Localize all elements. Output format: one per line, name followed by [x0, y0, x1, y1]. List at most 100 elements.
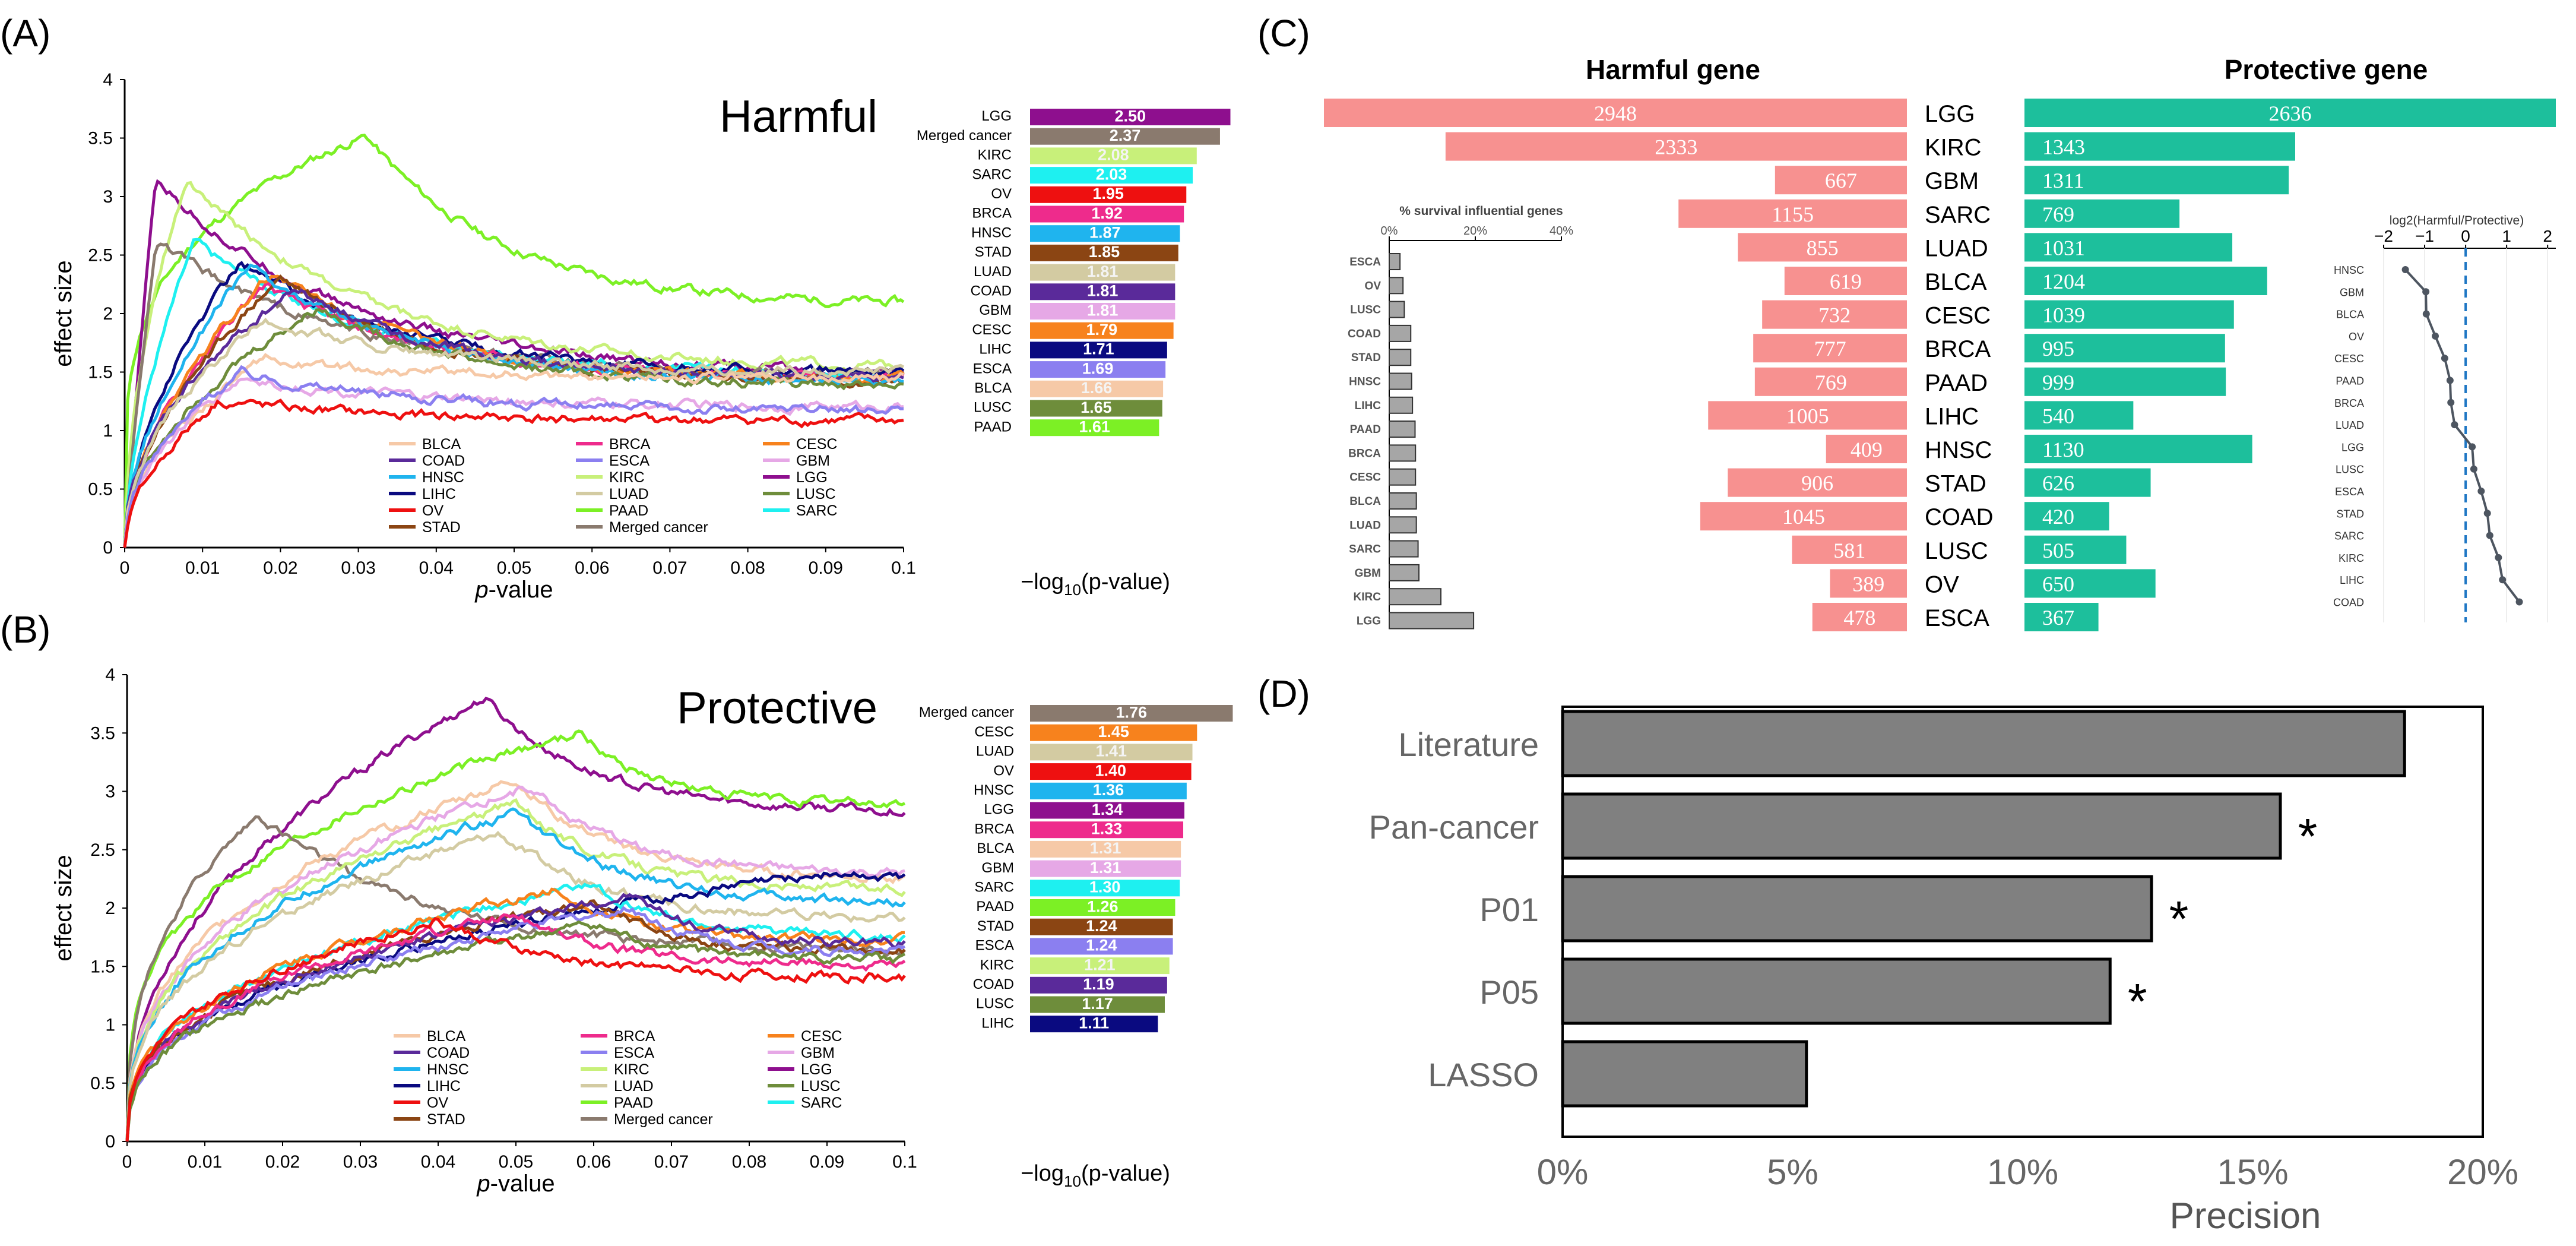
series-line-brca [125, 913, 906, 1142]
series-line-esca [125, 906, 906, 1142]
inset-line-label: BRCA [2334, 397, 2364, 409]
series-line-kirc [125, 798, 906, 1142]
series-line-blca [125, 780, 906, 1142]
inset-bar-kirc [1389, 588, 1441, 606]
value-bar-cesc [1030, 322, 1174, 339]
bar-value-label: 1.65 [1081, 399, 1112, 416]
bar-category-label: STAD [975, 244, 1012, 260]
inset-bar-hnsc [1389, 372, 1412, 390]
inset-bar-stad [1389, 349, 1412, 366]
inset-line-label: BLCA [2336, 309, 2364, 321]
x-tick-label: 0.01 [185, 558, 220, 578]
inset-bar-label: BLCA [1349, 495, 1381, 508]
bar-category-label: COAD [973, 976, 1014, 992]
legend-label-kirc: KIRC [609, 469, 645, 486]
y-tick-label: 0.5 [88, 480, 113, 499]
harmful-bar-paad [1754, 367, 1907, 396]
precision-bar-p05 [1561, 957, 2112, 1025]
legend-label-lihc: LIHC [427, 1078, 461, 1095]
inset-line-tick-label: 1 [2502, 227, 2511, 245]
legend-label-kirc: KIRC [614, 1061, 649, 1078]
harmful-value: 769 [1815, 371, 1847, 394]
x-tick-label: 0 [122, 1152, 132, 1172]
inset-bar-tick-label: 40% [1550, 224, 1573, 238]
bar-value-label: 1.92 [1091, 204, 1123, 222]
inset-line-tick-label: −2 [2374, 227, 2393, 245]
protective-bar-lihc [2024, 401, 2134, 430]
bar-category-label: LGG [984, 802, 1014, 818]
log-ratio-point-sarc [2486, 532, 2493, 539]
x-tick-label: 15% [2217, 1152, 2288, 1192]
x-tick-label: 0.04 [419, 558, 454, 578]
log-ratio-point-blca [2422, 310, 2430, 318]
protective-bar-paad [2024, 367, 2226, 396]
cancer-type-label: SARC [1925, 202, 1991, 228]
y-tick-label: 0.5 [90, 1074, 115, 1093]
value-bar-blca [1030, 840, 1181, 858]
harmful-bar-coad [1700, 502, 1907, 531]
legend-label-merged-cancer: Merged cancer [609, 519, 708, 536]
bar-value-label: 2.50 [1114, 107, 1146, 125]
bar-value-label: 1.19 [1083, 975, 1114, 993]
bar-value-label: 1.79 [1086, 321, 1118, 339]
protective-bar-lusc [2024, 535, 2127, 564]
bar-value-label: 1.21 [1084, 956, 1116, 973]
protective-value: 995 [2042, 337, 2074, 360]
harmful-bar-lihc [1708, 401, 1907, 430]
legend-label-coad: COAD [427, 1045, 470, 1061]
legend-label-paad: PAAD [614, 1095, 653, 1111]
protective-value: 540 [2042, 404, 2074, 428]
value-bar-coad [1030, 976, 1167, 994]
bar-category-label: LIHC [981, 1015, 1014, 1031]
harmful-bar-gbm [1775, 166, 1907, 195]
inset-bar-lihc [1389, 396, 1414, 414]
legend-label-luad: LUAD [614, 1078, 654, 1095]
harmful-bar-blca [1784, 267, 1907, 295]
inset-line-title: log2(Harmful/Protective) [2390, 214, 2524, 227]
x-tick-label: 0.01 [188, 1152, 222, 1172]
value-bar-ov [1030, 763, 1192, 780]
bar-category-label: LUSC [976, 996, 1014, 1012]
value-bar-lihc [1030, 1016, 1158, 1033]
bar-value-label: 1.61 [1079, 418, 1110, 435]
inset-bar-label: LUSC [1350, 304, 1381, 317]
bar-value-label: 1.31 [1090, 859, 1121, 877]
inset-bar-luad [1389, 516, 1417, 534]
bar-category-label: KIRC [978, 147, 1012, 163]
inset-line-label: COAD [2333, 597, 2364, 609]
harmful-value: 906 [1801, 472, 1833, 495]
protective-bar-coad [2024, 502, 2109, 531]
bar-category-label: COAD [971, 283, 1012, 299]
series-line-gbm [125, 785, 905, 1142]
value-bar-lgg [1030, 802, 1184, 819]
inset-line-label: SARC [2334, 530, 2364, 542]
x-tick-label: 0.03 [341, 558, 375, 578]
bar-category-label: LGG [981, 108, 1012, 124]
cancer-type-label: OV [1925, 571, 1959, 597]
bar-value-label: 1.40 [1095, 761, 1127, 779]
value-bar-ov [1030, 186, 1187, 203]
inset-bar-label: HNSC [1349, 376, 1381, 388]
log-ratio-point-brca [2447, 399, 2455, 406]
series-line-lusc [123, 308, 904, 548]
x-tick-label: 0.06 [576, 1152, 611, 1172]
y-tick-label: 2 [103, 304, 113, 324]
y-tick-label: 2 [105, 899, 115, 918]
legend-label-cesc: CESC [796, 436, 837, 453]
value-bar-lgg [1030, 109, 1231, 125]
log-ratio-point-stad [2483, 510, 2491, 517]
harmful-value: 389 [1852, 572, 1884, 596]
precision-bar-literature [1561, 710, 2406, 777]
harmful-bar-lgg [1324, 99, 1907, 127]
value-bar-blca [1030, 380, 1164, 397]
x-tick-label: 0.07 [654, 1152, 689, 1172]
bar-category-label: ESCA [973, 360, 1012, 377]
log-ratio-line [2404, 268, 2521, 603]
inset-bar-lusc [1389, 301, 1405, 318]
cancer-type-label: HNSC [1925, 437, 1992, 463]
harmful-bar-hnsc [1826, 435, 1907, 463]
y-tick-label: 1.5 [88, 363, 113, 382]
protective-value: 626 [2042, 472, 2074, 495]
protective-value: 999 [2042, 371, 2074, 394]
value-bar-gbm [1030, 860, 1181, 877]
